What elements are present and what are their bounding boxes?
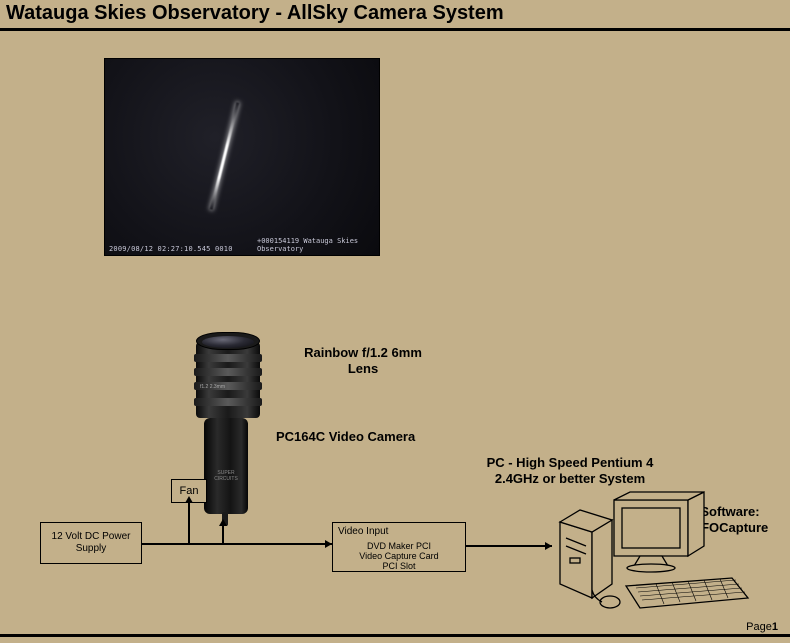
- camera-label: PC164C Video Camera: [276, 429, 456, 445]
- lens-ring: [194, 398, 262, 406]
- page-number: Page1: [746, 621, 778, 633]
- page-title: Watauga Skies Observatory - AllSky Camer…: [6, 2, 504, 25]
- lens-ring: [194, 354, 262, 362]
- camera-body-label: SUPER CIRCUITS: [208, 470, 244, 482]
- pc-illustration: [556, 488, 756, 618]
- sky-site-text: +000154119 Watauga Skies Observatory: [257, 237, 379, 253]
- pc-label: PC - High Speed Pentium 42.4GHz or bette…: [460, 455, 680, 486]
- video-input-sub3: PCI Slot: [338, 561, 460, 571]
- camera-body: [204, 418, 248, 514]
- video-input-label: Video Input: [338, 526, 460, 537]
- pc-svg: [556, 488, 756, 618]
- lens-ring: [194, 368, 262, 376]
- lens-glass: [202, 336, 254, 348]
- page-number-label: Page: [746, 621, 772, 633]
- video-input-sub1: DVD Maker PCI: [338, 541, 460, 551]
- sky-timestamp: 2009/08/12 02:27:10.545 0010: [109, 245, 233, 253]
- lens-label: Rainbow f/1.2 6mmLens: [288, 345, 438, 376]
- meteor-streak: [210, 102, 240, 209]
- divider-top: [0, 28, 790, 31]
- lens-markings: f1.2 2.3mm: [200, 384, 225, 390]
- psu-box-label: 12 Volt DC PowerSupply: [52, 531, 131, 555]
- divider-bottom: [0, 634, 790, 637]
- psu-box: 12 Volt DC PowerSupply: [40, 522, 142, 564]
- video-input-sub2: Video Capture Card: [338, 551, 460, 561]
- meteor-sky-image: 2009/08/12 02:27:10.545 0010 +000154119 …: [104, 58, 380, 256]
- page-number-value: 1: [772, 621, 778, 633]
- video-input-box: Video Input DVD Maker PCI Video Capture …: [332, 522, 466, 572]
